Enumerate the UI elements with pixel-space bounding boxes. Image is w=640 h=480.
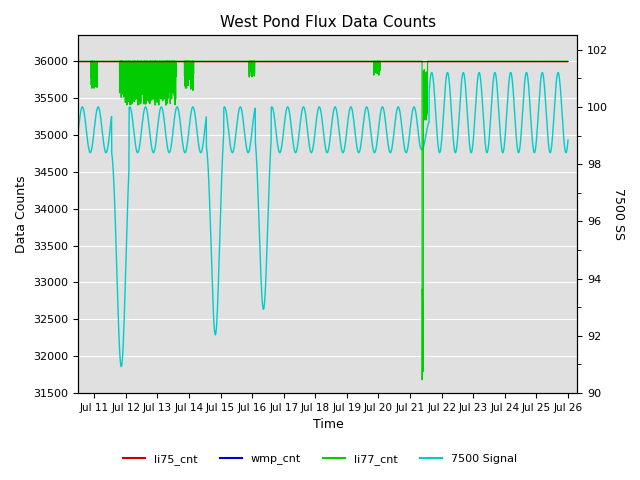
Y-axis label: Data Counts: Data Counts: [15, 176, 28, 253]
Title: West Pond Flux Data Counts: West Pond Flux Data Counts: [220, 15, 436, 30]
X-axis label: Time: Time: [312, 419, 343, 432]
Text: WP_flux: WP_flux: [0, 479, 1, 480]
Y-axis label: 7500 SS: 7500 SS: [612, 188, 625, 240]
Legend: li75_cnt, wmp_cnt, li77_cnt, 7500 Signal: li75_cnt, wmp_cnt, li77_cnt, 7500 Signal: [118, 450, 522, 469]
